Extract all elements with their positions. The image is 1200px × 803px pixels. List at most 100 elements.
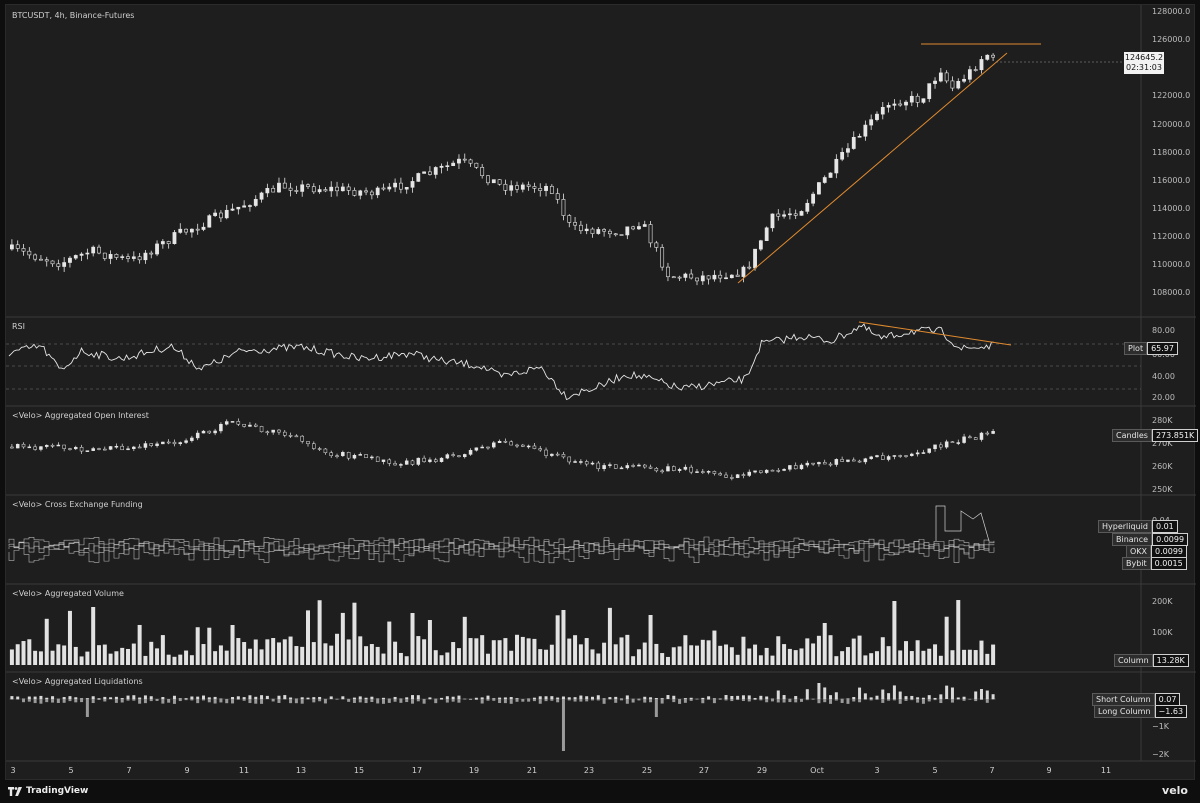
oi-body bbox=[248, 424, 252, 427]
funding-legend-item: OKX 0.0099 bbox=[1126, 545, 1188, 558]
volume-bar bbox=[921, 650, 926, 665]
oi-title: <Velo> Aggregated Open Interest bbox=[12, 411, 149, 420]
oi-body bbox=[370, 456, 374, 459]
candle-body bbox=[613, 233, 618, 236]
liq-short-bar bbox=[782, 695, 786, 699]
liq-short-bar bbox=[962, 696, 966, 699]
volume-bar bbox=[544, 649, 549, 665]
candle-body bbox=[160, 241, 165, 245]
chart-canvas[interactable] bbox=[6, 5, 1196, 781]
liq-long-bar bbox=[834, 699, 838, 701]
oi-body bbox=[149, 443, 153, 446]
volume-bar bbox=[201, 644, 206, 665]
funding-legend-value: 0.0099 bbox=[1151, 545, 1188, 558]
liq-short-bar bbox=[283, 695, 287, 699]
liq-long-bar bbox=[271, 699, 275, 702]
liq-long-bar bbox=[509, 699, 513, 704]
liq-long-bar bbox=[596, 699, 600, 701]
oi-body bbox=[730, 477, 734, 479]
volume-bar bbox=[172, 656, 177, 665]
candle-body bbox=[236, 206, 241, 210]
oi-body bbox=[904, 455, 908, 457]
liq-long-bar bbox=[318, 699, 322, 702]
volume-bar bbox=[265, 639, 270, 665]
liq-short-bar bbox=[585, 696, 589, 699]
volume-bar bbox=[509, 650, 514, 665]
oi-body bbox=[416, 457, 421, 465]
volume-bar bbox=[340, 612, 345, 665]
volume-bar bbox=[822, 623, 827, 665]
volume-bar bbox=[799, 648, 804, 665]
volume-bar bbox=[596, 653, 601, 665]
liq-short-bar bbox=[405, 697, 409, 699]
candle-body bbox=[590, 228, 595, 234]
time-axis-label: 5 bbox=[68, 766, 74, 775]
liq-long-bar bbox=[846, 699, 850, 704]
liq-long-bar bbox=[300, 699, 304, 704]
volume-bar bbox=[120, 647, 125, 665]
volume-bar bbox=[294, 646, 299, 665]
volume-bar bbox=[549, 644, 554, 665]
liq-short-bar bbox=[201, 695, 205, 699]
volume-bar bbox=[741, 636, 746, 665]
volume-bar bbox=[358, 636, 363, 665]
liq-long-bar bbox=[492, 699, 496, 701]
volume-bar bbox=[753, 644, 758, 665]
candle-body bbox=[201, 226, 206, 230]
liq-short-bar bbox=[869, 697, 873, 699]
volume-bar bbox=[79, 656, 84, 665]
oi-axis-label: 260K bbox=[1152, 462, 1173, 471]
liq-long-bar bbox=[445, 699, 449, 703]
candle-body bbox=[253, 198, 258, 206]
volume-bar bbox=[497, 640, 502, 665]
oi-body bbox=[463, 454, 467, 458]
volume-bar bbox=[439, 655, 444, 665]
candle-body bbox=[271, 188, 276, 193]
oi-body bbox=[927, 448, 931, 453]
candle-body bbox=[242, 205, 247, 208]
volume-bar bbox=[335, 633, 340, 665]
volume-bar bbox=[352, 602, 357, 665]
liq-long-bar bbox=[858, 699, 862, 703]
liq-long-bar bbox=[294, 699, 298, 704]
oi-body bbox=[886, 456, 891, 460]
liq-long-bar bbox=[567, 699, 571, 701]
candle-body bbox=[213, 212, 218, 216]
oi-body bbox=[21, 443, 26, 448]
liq-long-bar bbox=[387, 699, 391, 703]
time-axis-label: 29 bbox=[756, 766, 768, 775]
candle-body bbox=[422, 171, 427, 174]
candle-body bbox=[648, 224, 653, 244]
oi-body bbox=[857, 460, 862, 463]
liq-long-bar bbox=[556, 699, 560, 703]
liq-long-bar bbox=[707, 699, 711, 700]
volume-bar bbox=[21, 641, 26, 665]
volume-bar bbox=[364, 646, 369, 665]
volume-bar bbox=[189, 655, 194, 665]
liq-long-bar bbox=[979, 699, 983, 700]
liq-long-bar bbox=[823, 699, 827, 703]
liq-long-bar bbox=[352, 699, 356, 703]
oi-body bbox=[219, 423, 223, 432]
liq-long-bar bbox=[654, 699, 658, 717]
funding-legend-label: Bybit bbox=[1122, 557, 1151, 570]
oi-body bbox=[39, 446, 43, 450]
candle-body bbox=[561, 199, 566, 216]
volume-bar bbox=[253, 639, 258, 665]
liq-long-bar bbox=[678, 699, 682, 704]
oi-body bbox=[753, 470, 757, 473]
liq-short-bar bbox=[741, 695, 745, 699]
liq-long-bar bbox=[190, 699, 194, 701]
volume-bar bbox=[323, 643, 328, 665]
chart-container[interactable] bbox=[5, 4, 1196, 781]
tradingview-logo[interactable]: TradingView bbox=[8, 786, 88, 796]
liq-long-bar bbox=[602, 699, 606, 704]
footer-bar: TradingView velo bbox=[0, 781, 1200, 803]
volume-bar bbox=[247, 648, 252, 665]
oi-body bbox=[410, 460, 415, 465]
oi-body bbox=[312, 443, 316, 449]
volume-bar bbox=[369, 644, 374, 665]
oi-body bbox=[79, 447, 84, 452]
candle-body bbox=[758, 240, 763, 250]
liq-short-bar bbox=[567, 697, 571, 699]
